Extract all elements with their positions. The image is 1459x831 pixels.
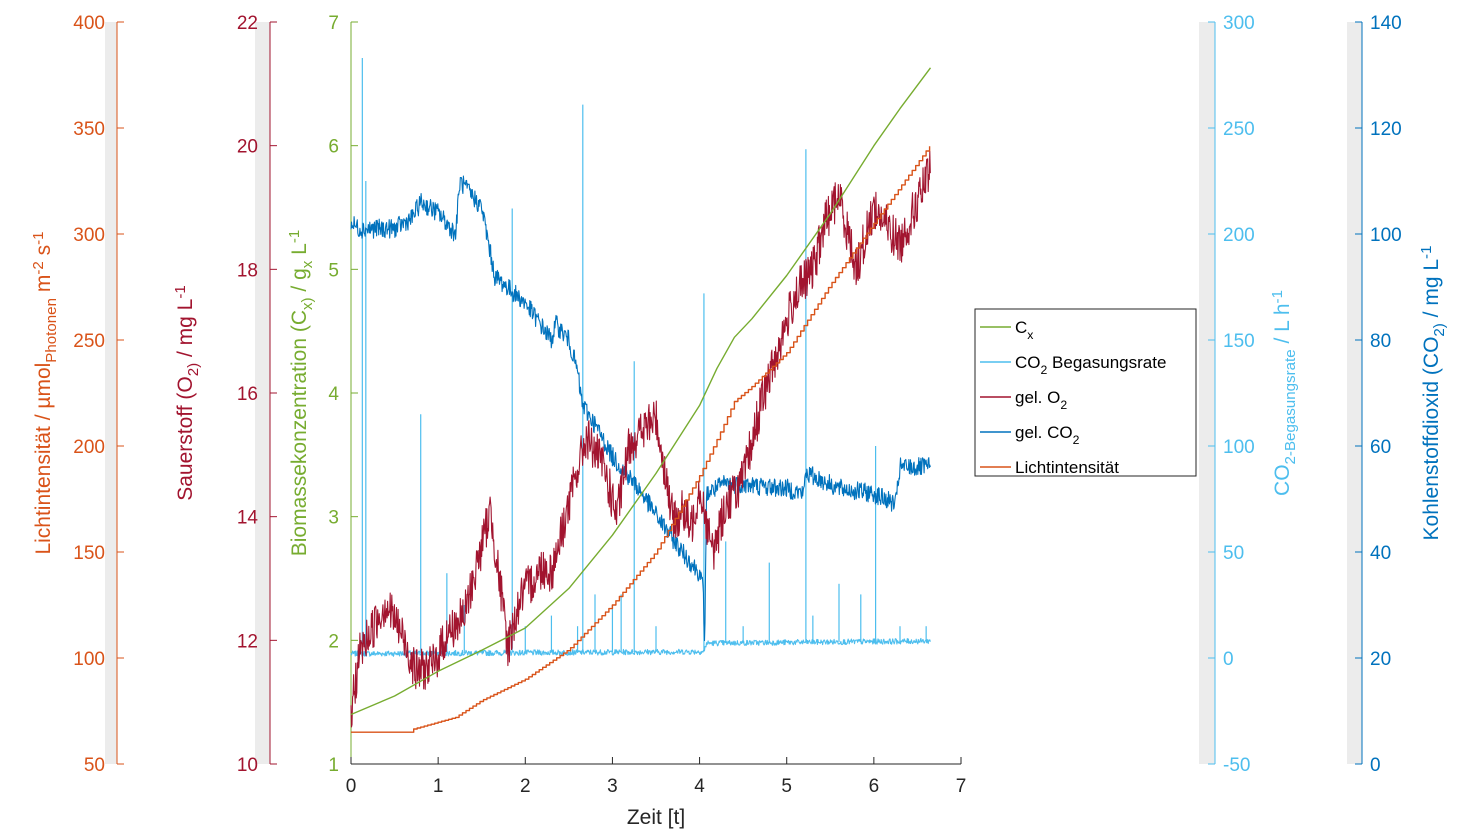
y-tick-label-o2: 16 [237,384,258,405]
y-tick-label-light: 150 [73,543,105,564]
series-line-co-2-begasungsrate [350,637,931,657]
y-axis-band-co2rate [1199,22,1215,764]
y-tick-label-co2: 80 [1370,331,1391,352]
y-tick-label-light: 250 [73,331,105,352]
y-tick-label-co2rate: 0 [1223,649,1234,670]
y-axis-co2: 0 20 40 60 80 100 120 140 Kohlenstoffdioxid (CO2… [1347,13,1448,776]
y-tick-label-co2rate: 50 [1223,543,1244,564]
series-gel-co-2 [350,175,931,642]
series-lichtintensit-t [351,146,931,733]
x-tick-label: 3 [607,776,618,797]
y-axis-o2: 10 12 14 16 18 20 22 Sauerstoff (O2) / mg L-1​ [172,13,277,776]
x-tick-label: 0 [346,776,357,797]
legend-label-lichtintensit-t: Lichtintensität [1015,458,1119,477]
y-tick-label-co2: 0 [1370,755,1381,776]
legend-item-co-2-begasungsrate[interactable]: CO2 Begasungsrate [980,353,1166,377]
y-axis-light: 50 100 150 200 250 300 350 400 Lichtintensität /… [30,13,124,776]
legend-item-gel-o-2[interactable]: gel. O2​ [980,388,1067,412]
y-tick-label-light: 300 [73,225,105,246]
y-tick-label-cx: 4 [328,384,339,405]
y-tick-label-light: 350 [73,119,105,140]
y-tick-label-co2rate: 250 [1223,119,1255,140]
y-tick-label-co2rate: 150 [1223,331,1255,352]
left-axes: 50 100 150 200 250 300 350 400 Lichtintensität /… [30,13,358,776]
y-tick-label-co2: 40 [1370,543,1391,564]
y-tick-label-light: 200 [73,437,105,458]
x-tick-label: 6 [869,776,880,797]
y-tick-label-o2: 18 [237,260,258,281]
y-tick-label-o2: 14 [237,508,259,529]
y-tick-label-co2rate: -50 [1223,755,1250,776]
series-line-c-x [350,67,932,716]
legend-label-c-x: Cx​ [1015,318,1033,342]
y-tick-label-co2rate: 100 [1223,437,1255,458]
y-tick-label-cx: 2 [328,631,339,652]
x-axis: 0 1 2 3 4 5 6 7 Zeit [t] [346,757,967,829]
y-tick-label-co2: 140 [1370,13,1402,34]
x-axis-label: Zeit [t] [627,806,685,829]
legend-item-gel-co-2[interactable]: gel. CO2​ [980,423,1080,447]
y-tick-label-co2: 60 [1370,437,1391,458]
y-axis-label-co2rate: CO2-Begasungsrate / L h-1​ [1269,290,1299,496]
x-tick-label: 1 [433,776,444,797]
y-axis-band-light [105,22,117,764]
y-axis-label-cx: Biomassekonzentration (Cx) / gx L-1​ [286,230,316,557]
y-tick-label-cx: 1 [328,755,339,776]
legend-label-gel-co-2: gel. CO2​ [1015,423,1080,447]
y-tick-label-o2: 22 [237,13,258,34]
series-layer [350,58,932,733]
y-tick-label-co2: 100 [1370,225,1402,246]
y-tick-label-o2: 10 [237,755,258,776]
y-axis-label-light: Lichtintensität / µmolPhotonen m-2 s-1​ [30,231,60,554]
y-tick-label-co2rate: 300 [1223,13,1255,34]
y-tick-label-cx: 7 [328,13,339,34]
y-axis-label-co2: Kohlenstoffdioxid (CO2) / mg L-1​ [1418,246,1448,541]
series-co-2-begasungsrate [350,58,931,657]
y-axis-band-o2 [255,22,270,764]
legend-item-c-x[interactable]: Cx​ [980,318,1033,342]
y-axis-cx: 1 2 3 4 5 6 7 Biomassekonzentration (Cx) / gx L… [286,13,358,776]
series-line-lichtintensit-t [351,146,931,733]
y-axis-label-o2: Sauerstoff (O2) / mg L-1​ [172,285,202,501]
legend-label-co-2-begasungsrate: CO2 Begasungsrate [1015,353,1166,377]
y-tick-label-light: 400 [73,13,105,34]
legend-box [974,308,1197,477]
y-tick-label-co2: 20 [1370,649,1391,670]
y-tick-label-cx: 6 [328,137,339,158]
y-axis-co2rate: -50 0 50 100 150 200 250 300 CO2-Begasungsrate /… [1199,13,1299,776]
y-tick-label-cx: 5 [328,260,339,281]
series-line-gel-o-2 [350,150,931,728]
y-axis-band-co2 [1347,22,1362,764]
y-tick-label-co2rate: 200 [1223,225,1255,246]
x-tick-label: 7 [956,776,967,797]
y-tick-label-o2: 12 [237,631,258,652]
legend[interactable]: Cx​ CO2 Begasungsrate gel. O2​ gel. CO2​ Lic… [974,308,1197,477]
y-tick-label-light: 100 [73,649,105,670]
y-tick-label-cx: 3 [328,508,339,529]
series-gel-o-2 [350,150,931,728]
x-tick-label: 2 [520,776,531,797]
y-tick-label-o2: 20 [237,137,258,158]
legend-item-lichtintensit-t[interactable]: Lichtintensität [980,458,1119,477]
series-c-x [350,67,932,716]
series-line-gel-co-2 [350,175,931,642]
legend-label-gel-o-2: gel. O2​ [1015,388,1067,412]
x-tick-label: 4 [694,776,705,797]
y-tick-label-co2: 120 [1370,119,1402,140]
x-tick-label: 5 [781,776,792,797]
y-tick-label-light: 50 [84,755,105,776]
